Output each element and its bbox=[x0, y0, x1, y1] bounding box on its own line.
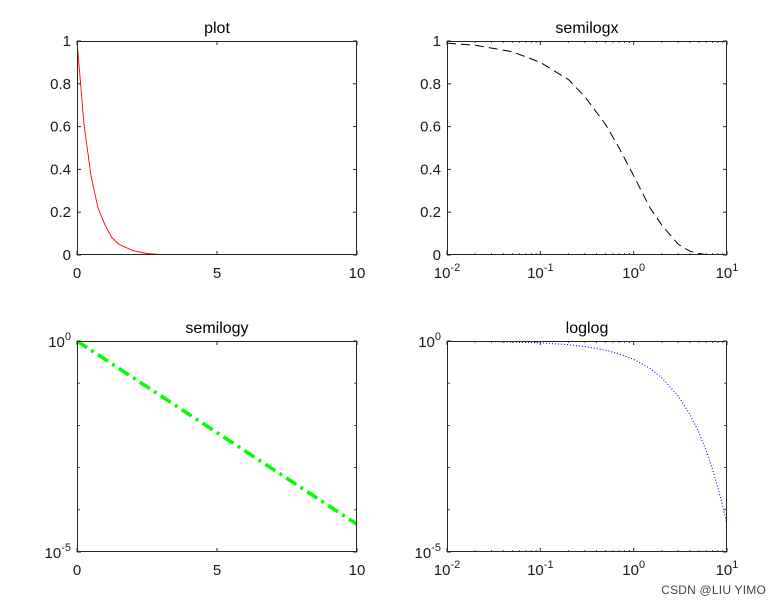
plot-area bbox=[77, 341, 357, 552]
chart-title: semilogx bbox=[555, 20, 618, 37]
x-tick-label-base: 10 bbox=[716, 265, 733, 282]
y-tick-label: 0.8 bbox=[50, 76, 71, 93]
y-tick-label-exponent: 0 bbox=[65, 331, 71, 343]
y-tick-label: 0.4 bbox=[420, 161, 441, 178]
series-line-1 bbox=[447, 42, 727, 255]
chart-title: loglog bbox=[566, 320, 609, 337]
x-tick-label: 0 bbox=[73, 265, 81, 282]
axes-frame bbox=[447, 41, 727, 255]
plot-area bbox=[447, 341, 727, 552]
x-tick-label: 5 bbox=[213, 265, 221, 282]
x-tick-label-exponent: 0 bbox=[639, 559, 645, 571]
x-tick-label-base: 10 bbox=[527, 265, 544, 282]
x-tick-label: 10 bbox=[349, 562, 366, 579]
axes-frame bbox=[447, 341, 727, 552]
chart-title: plot bbox=[204, 20, 230, 37]
y-tick-label: 0.6 bbox=[420, 119, 441, 136]
y-tick-label: 0 bbox=[63, 247, 71, 264]
y-tick-label: 1 bbox=[433, 33, 441, 50]
y-tick-label: 0.4 bbox=[50, 161, 71, 178]
y-tick-label: 10-5 bbox=[415, 542, 441, 562]
x-tick-label-base: 10 bbox=[622, 562, 639, 579]
x-tick-label-exponent: 1 bbox=[732, 262, 738, 274]
subplot-1: 0 5 10 0 0.2 0.4 0.6 0.8 1 plot bbox=[50, 20, 365, 282]
x-tick-label-exponent: -1 bbox=[544, 559, 554, 571]
x-tick-label-base: 10 bbox=[716, 562, 733, 579]
x-tick-label-base: 10 bbox=[622, 265, 639, 282]
x-tick-label-exponent: 0 bbox=[639, 262, 645, 274]
x-tick-label-base: 10 bbox=[434, 265, 451, 282]
plot-area bbox=[447, 41, 727, 255]
x-tick-label: 10-2 bbox=[434, 262, 460, 282]
x-tick-label: 101 bbox=[716, 262, 739, 282]
y-tick-label: 0.2 bbox=[420, 204, 441, 221]
y-tick-label: 0.2 bbox=[50, 204, 71, 221]
y-tick-label: 100 bbox=[418, 331, 441, 351]
x-tick-label: 100 bbox=[622, 559, 645, 579]
y-tick-label: 0.8 bbox=[420, 76, 441, 93]
chart-title: semilogy bbox=[185, 320, 248, 337]
x-tick-label: 100 bbox=[622, 262, 645, 282]
x-tick-label: 10-2 bbox=[434, 559, 460, 579]
y-tick-label-exponent: -5 bbox=[431, 542, 441, 554]
series-line-1 bbox=[77, 341, 357, 526]
y-tick-label: 100 bbox=[48, 331, 71, 351]
x-tick-label: 101 bbox=[716, 559, 739, 579]
y-tick-label: 0.6 bbox=[50, 119, 71, 136]
y-tick-label: 0 bbox=[433, 247, 441, 264]
y-tick-label-exponent: 0 bbox=[435, 331, 441, 343]
y-tick-label-exponent: -5 bbox=[61, 542, 71, 554]
x-tick-label: 10-1 bbox=[527, 262, 553, 282]
y-tick-label-base: 10 bbox=[48, 334, 65, 351]
y-tick-label: 10-5 bbox=[45, 542, 71, 562]
y-tick-label-base: 10 bbox=[418, 334, 435, 351]
x-tick-label: 10-1 bbox=[527, 559, 553, 579]
y-tick-label: 1 bbox=[63, 33, 71, 50]
x-tick-label-base: 10 bbox=[527, 562, 544, 579]
y-tick-label-base: 10 bbox=[415, 545, 432, 562]
x-tick-label-base: 10 bbox=[434, 562, 451, 579]
watermark: CSDN @LIU YIMO bbox=[661, 583, 766, 597]
plot-area bbox=[77, 41, 357, 255]
x-tick-label-exponent: -1 bbox=[544, 262, 554, 274]
x-tick-label-exponent: -2 bbox=[450, 559, 460, 571]
x-tick-label: 10 bbox=[349, 265, 366, 282]
y-tick-label-base: 10 bbox=[45, 545, 62, 562]
x-tick-label-exponent: -2 bbox=[450, 262, 460, 274]
x-tick-label-exponent: 1 bbox=[732, 559, 738, 571]
x-tick-label: 0 bbox=[73, 562, 81, 579]
x-tick-label: 5 bbox=[213, 562, 221, 579]
